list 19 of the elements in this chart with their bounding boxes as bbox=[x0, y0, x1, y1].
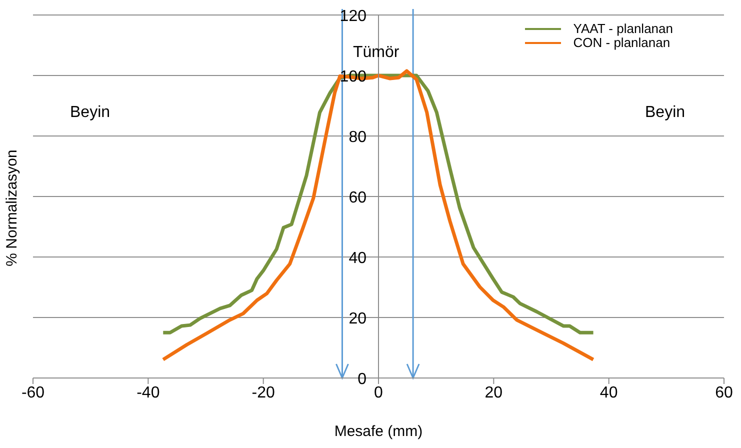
annotation: Beyin bbox=[70, 104, 110, 122]
y-axis-title: % Normalizasyon bbox=[4, 150, 20, 266]
annotation: Beyin bbox=[645, 104, 686, 122]
x-tick-label: -60 bbox=[21, 384, 45, 402]
x-tick-label: 40 bbox=[600, 384, 618, 402]
annotation: Tümör bbox=[353, 44, 400, 62]
x-tick-label: -20 bbox=[252, 384, 275, 402]
y-tick-label: 20 bbox=[348, 310, 367, 328]
y-tick-label: 60 bbox=[348, 190, 367, 206]
y-tick-label: 0 bbox=[358, 371, 367, 388]
y-tick-label: 40 bbox=[348, 250, 367, 267]
x-tick-label: -40 bbox=[136, 384, 160, 402]
x-tick-label: 60 bbox=[715, 384, 733, 402]
y-tick-label: 80 bbox=[348, 129, 367, 146]
x-tick-label: 20 bbox=[484, 384, 503, 402]
legend-label: YAAT - planlanan bbox=[573, 21, 673, 36]
legend-label: CON - planlanan bbox=[573, 35, 670, 50]
x-axis-title: Mesafe (mm) bbox=[333, 423, 424, 441]
x-tick-label: 0 bbox=[374, 384, 384, 402]
